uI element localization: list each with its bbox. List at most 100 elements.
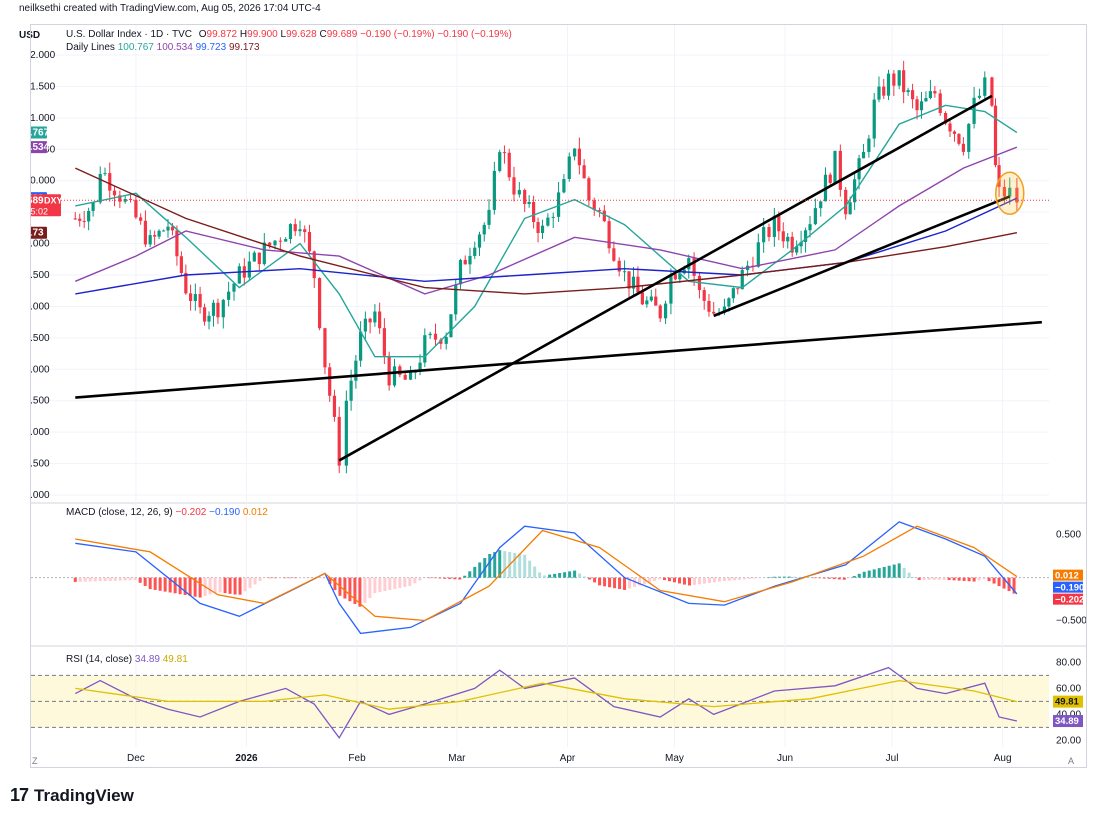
candle-body bbox=[328, 367, 332, 396]
tradingview-logo-icon: 17 bbox=[10, 785, 29, 805]
trendline bbox=[75, 320, 1042, 399]
currency-label[interactable]: USD bbox=[19, 30, 41, 41]
candle-body bbox=[977, 95, 982, 98]
chart-area[interactable]: Dec 2026 Feb Mar Apr May Jun Jul Aug 102.000 101.5… bbox=[30, 24, 1087, 768]
macd-histogram-bar bbox=[687, 577, 691, 586]
macd-histogram-bar bbox=[118, 577, 122, 581]
macd-histogram-bar bbox=[503, 551, 507, 578]
candle-body bbox=[418, 362, 422, 372]
moving-average-line bbox=[75, 167, 1018, 295]
price-tick-label: 98.500 bbox=[31, 270, 50, 281]
macd-histogram-bar bbox=[168, 577, 172, 593]
price-tick-label: 99.000 bbox=[31, 239, 50, 250]
macd-histogram-bar bbox=[1002, 577, 1006, 589]
candle-body bbox=[948, 123, 952, 132]
candle-body bbox=[378, 311, 382, 329]
candle-body bbox=[972, 97, 976, 124]
candle-body bbox=[262, 242, 266, 265]
candle-body bbox=[597, 210, 602, 212]
price-legend: U.S. Dollar Index · 1D · TVC O99.872 H99… bbox=[66, 29, 512, 40]
macd-histogram-bar bbox=[553, 573, 557, 578]
chart-credit: neilksethi created with TradingView.com,… bbox=[19, 3, 321, 14]
candle-body bbox=[502, 152, 507, 154]
ma3-value: 99.723 bbox=[195, 42, 227, 53]
macd-histogram-bar bbox=[692, 577, 696, 585]
macd-histogram-bar bbox=[223, 577, 227, 594]
highlight-ellipse bbox=[995, 171, 1025, 216]
macd-histogram-bar bbox=[648, 577, 652, 583]
candle-body bbox=[179, 256, 183, 273]
chart-canvas[interactable]: Dec 2026 Feb Mar Apr May Jun Jul Aug 102.000 101.5… bbox=[31, 25, 1086, 767]
macd-histogram-bar bbox=[458, 577, 462, 580]
candle-body bbox=[449, 314, 453, 338]
macd-histogram-bar bbox=[667, 577, 671, 582]
ma1-value: 100.767 bbox=[117, 42, 154, 53]
x-tick-label: Apr bbox=[560, 753, 576, 764]
auto-scale-corner[interactable]: A bbox=[1068, 756, 1075, 766]
candle-body bbox=[803, 230, 808, 242]
macd-histogram-bar bbox=[98, 577, 102, 582]
candle-body bbox=[678, 273, 682, 280]
open-value: 99.872 bbox=[206, 29, 238, 40]
candle-body bbox=[772, 215, 776, 237]
candle-body bbox=[198, 294, 202, 308]
candle-body bbox=[957, 133, 961, 144]
macd-histogram-bar bbox=[737, 577, 741, 580]
price-tag-value: 100.767 bbox=[31, 128, 50, 139]
candle-body bbox=[943, 113, 948, 124]
candle-body bbox=[902, 70, 906, 93]
macd-histogram-bar bbox=[183, 577, 187, 595]
macd-histogram-bar bbox=[393, 577, 397, 589]
candle-body bbox=[877, 86, 881, 100]
rsi-line bbox=[75, 679, 1018, 710]
macd-value-tag-text: 0.012 bbox=[1055, 571, 1079, 582]
price-tick-label: 98.000 bbox=[31, 301, 50, 312]
zoom-corner[interactable]: Z bbox=[32, 756, 38, 766]
candle-body bbox=[587, 178, 591, 201]
macd-histogram-bar bbox=[263, 577, 267, 579]
x-tick-label: 2026 bbox=[235, 753, 258, 764]
macd-histogram-bar bbox=[583, 576, 587, 578]
candle-body bbox=[433, 333, 438, 340]
candle-body bbox=[819, 201, 823, 209]
candle-body bbox=[232, 283, 236, 292]
moving-average-line bbox=[75, 197, 1018, 295]
macd-histogram-bar bbox=[603, 577, 607, 587]
candle-body bbox=[712, 311, 716, 314]
macd-histogram-bar bbox=[578, 573, 582, 578]
candle-body bbox=[915, 99, 919, 111]
macd-histogram-bar bbox=[273, 577, 277, 579]
candle-body bbox=[756, 242, 760, 267]
macd-histogram-bar bbox=[278, 577, 282, 579]
macd-histogram-bar bbox=[762, 577, 766, 579]
candle-body bbox=[993, 105, 998, 166]
macd-histogram-bar bbox=[253, 577, 257, 585]
macd-histogram-bar bbox=[902, 567, 906, 578]
candle-body bbox=[861, 151, 866, 159]
macd-histogram-bar bbox=[658, 577, 662, 580]
candle-body bbox=[303, 229, 307, 233]
macd-histogram-bar bbox=[717, 577, 721, 582]
candle-body bbox=[1015, 187, 1019, 203]
candle-body bbox=[527, 201, 531, 204]
macd-histogram-bar bbox=[88, 577, 92, 582]
macd-histogram-bar bbox=[233, 577, 237, 595]
candle-body bbox=[108, 173, 112, 191]
candle-body bbox=[612, 248, 616, 261]
macd-histogram-bar bbox=[543, 575, 547, 578]
candle-body bbox=[463, 259, 467, 265]
candle-body bbox=[403, 374, 407, 380]
candle-body bbox=[507, 152, 511, 178]
macd-histogram-bar bbox=[882, 566, 886, 578]
candle-body bbox=[649, 296, 653, 301]
price-tick-label: 96.000 bbox=[31, 427, 50, 438]
daily-lines-label: Daily Lines bbox=[66, 42, 115, 53]
x-tick-label: Mar bbox=[448, 753, 466, 764]
candle-body bbox=[997, 165, 1001, 187]
macd-histogram-bar bbox=[368, 577, 372, 598]
ma4-value: 99.173 bbox=[228, 42, 260, 53]
candle-body bbox=[207, 315, 211, 322]
macd-histogram-bar bbox=[403, 577, 407, 587]
candle-body bbox=[444, 337, 448, 344]
candle-body bbox=[344, 400, 348, 466]
